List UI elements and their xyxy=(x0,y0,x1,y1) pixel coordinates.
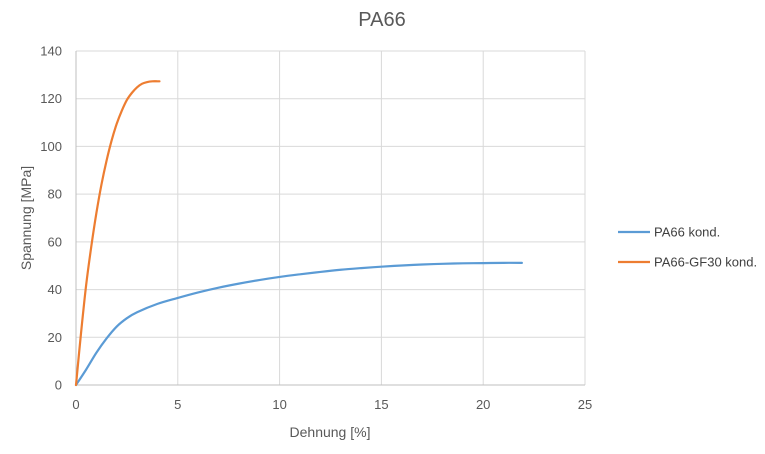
y-axis-label: Spannung [MPa] xyxy=(18,166,34,270)
y-tick-label: 120 xyxy=(40,91,62,106)
series-line-pa66-kond xyxy=(74,261,523,387)
y-tick-label: 100 xyxy=(40,139,62,154)
y-tick-label: 20 xyxy=(48,330,62,345)
x-tick-label: 5 xyxy=(174,397,181,412)
tick-labels: 0 20 40 60 80 100 120 140 0 5 10 15 20 25 xyxy=(40,44,592,413)
chart-title: PA66 xyxy=(358,9,405,31)
series-line-pa66-gf30-kond xyxy=(74,80,161,387)
y-tick-label: 40 xyxy=(48,282,62,297)
y-tick-label: 60 xyxy=(48,234,62,249)
x-tick-label: 10 xyxy=(272,397,286,412)
series-lines xyxy=(74,80,523,387)
x-axis-label: Dehnung [%] xyxy=(290,424,371,440)
x-tick-label: 25 xyxy=(578,397,592,412)
y-tick-label: 80 xyxy=(48,187,62,202)
gridlines xyxy=(76,50,586,385)
y-tick-label: 0 xyxy=(55,378,62,393)
legend-label-pa66-kond: PA66 kond. xyxy=(654,225,720,240)
x-tick-label: 0 xyxy=(72,397,79,412)
legend-label-pa66-gf30-kond: PA66-GF30 kond. xyxy=(654,255,757,270)
x-tick-label: 20 xyxy=(476,397,490,412)
x-tick-label: 15 xyxy=(374,397,388,412)
axes xyxy=(75,51,585,386)
y-tick-label: 140 xyxy=(40,44,62,59)
legend: PA66 kond. PA66-GF30 kond. xyxy=(618,225,757,270)
